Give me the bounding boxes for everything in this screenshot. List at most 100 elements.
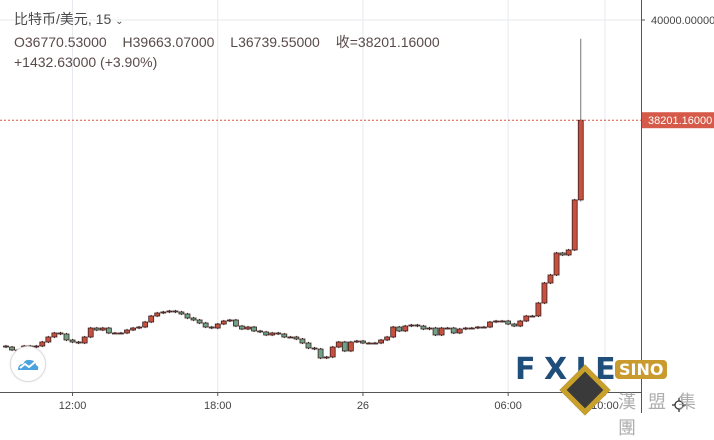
candle-body <box>275 332 282 335</box>
candle-body <box>239 325 245 330</box>
candle-body <box>281 333 288 338</box>
candle-body <box>51 332 58 338</box>
candle-body <box>426 327 433 330</box>
candle-body <box>553 252 560 276</box>
price-overlay: 38201.16000 <box>0 112 714 129</box>
candle-body <box>341 341 348 352</box>
candle-body <box>432 327 439 336</box>
candle-body <box>329 346 336 358</box>
candle-body <box>535 302 542 317</box>
candle-body <box>408 324 415 327</box>
candle-body <box>505 320 512 325</box>
open-value: O36770.53000 <box>14 34 107 50</box>
candle-body <box>529 315 536 318</box>
candle-body <box>462 327 469 330</box>
candle-body <box>499 320 506 323</box>
candle-body <box>214 323 221 329</box>
candle-body <box>208 326 215 329</box>
candle-body <box>166 310 173 313</box>
candle-body <box>112 332 118 335</box>
candle-body <box>323 356 330 359</box>
candle-body <box>190 317 197 321</box>
candle-body <box>226 319 233 322</box>
cloud-button[interactable] <box>10 346 46 382</box>
candle-body <box>9 346 15 351</box>
ohlc-legend: 比特币/美元, 15 ⌄ O36770.53000 H39663.07000 L… <box>14 9 452 72</box>
candlestick-chart[interactable]: 38201.16000 40000.00000 12:00 18:00 26 06:00… <box>0 0 714 413</box>
candle-body <box>136 326 143 329</box>
candle-body <box>474 326 481 329</box>
candle-body <box>420 325 427 330</box>
time-tick-label: 10:00 <box>591 400 619 412</box>
time-tick-label: 26 <box>357 400 369 412</box>
candle-body <box>105 327 112 334</box>
candle-body <box>493 320 499 323</box>
candle-body <box>142 321 149 328</box>
candle-body <box>99 327 106 331</box>
candle-body <box>184 313 191 319</box>
candle-body <box>577 119 584 201</box>
candle-body <box>220 320 227 325</box>
candle-body <box>87 327 94 338</box>
candle-body <box>263 331 270 336</box>
candle-body <box>124 329 130 334</box>
candle-body <box>269 332 276 336</box>
axes: 40000.00000 12:00 18:00 26 06:00 10:00 <box>0 0 714 413</box>
price-tick-label: 40000.00000 <box>651 15 714 27</box>
candle-body <box>232 319 239 327</box>
candle-body <box>69 339 76 343</box>
change-value: +1432.63000 (+3.90%) <box>14 54 158 70</box>
candle-body <box>347 341 354 352</box>
last-price-tag <box>641 112 714 129</box>
settings-button[interactable] <box>672 398 686 412</box>
chevron-down-icon[interactable]: ⌄ <box>115 16 124 27</box>
candle-body <box>438 327 445 336</box>
candle-body <box>63 333 70 341</box>
gear-icon <box>672 398 686 412</box>
cloud-icon <box>18 359 39 370</box>
candle-body <box>93 327 100 331</box>
candle-body <box>402 325 409 332</box>
close-value: 收=38201.16000 <box>335 34 440 50</box>
candle-body <box>317 348 324 359</box>
candle-body <box>299 338 306 344</box>
grid <box>0 0 641 392</box>
candle-body <box>481 326 487 329</box>
candle-body <box>293 336 300 340</box>
candle-body <box>571 199 578 251</box>
candle-body <box>360 340 366 344</box>
candle-body <box>390 326 397 338</box>
candle-body <box>396 326 403 332</box>
candle-body <box>75 341 82 344</box>
candle-body <box>541 282 548 304</box>
candle-body <box>456 328 463 334</box>
candle-body <box>547 274 554 284</box>
time-tick-label: 18:00 <box>204 400 232 412</box>
candle-body <box>487 321 493 328</box>
candle-body <box>559 252 566 256</box>
candle-body <box>245 326 251 330</box>
candle-body <box>45 336 52 343</box>
candle-body <box>287 336 294 339</box>
last-price-label: 38201.16000 <box>648 115 712 127</box>
candle-body <box>257 330 264 333</box>
candle-body <box>160 311 167 314</box>
candle-body <box>335 341 342 348</box>
time-tick-label: 06:00 <box>494 400 522 412</box>
candle-body <box>353 340 360 343</box>
candle-body <box>468 327 475 330</box>
candle-body <box>3 345 9 348</box>
candle-body <box>311 347 318 350</box>
candle-body <box>378 339 385 344</box>
candle-body <box>178 311 185 315</box>
candle-body <box>202 322 209 328</box>
candle-body <box>517 320 524 327</box>
candle-body <box>444 327 451 330</box>
candle-body <box>130 327 136 331</box>
candle-body <box>565 249 572 256</box>
symbol-selector[interactable]: 比特币/美元, 15 <box>14 11 112 27</box>
candle-body <box>118 332 124 335</box>
candle-body <box>372 342 378 345</box>
candle-body <box>450 327 457 334</box>
candle-body <box>57 332 64 335</box>
